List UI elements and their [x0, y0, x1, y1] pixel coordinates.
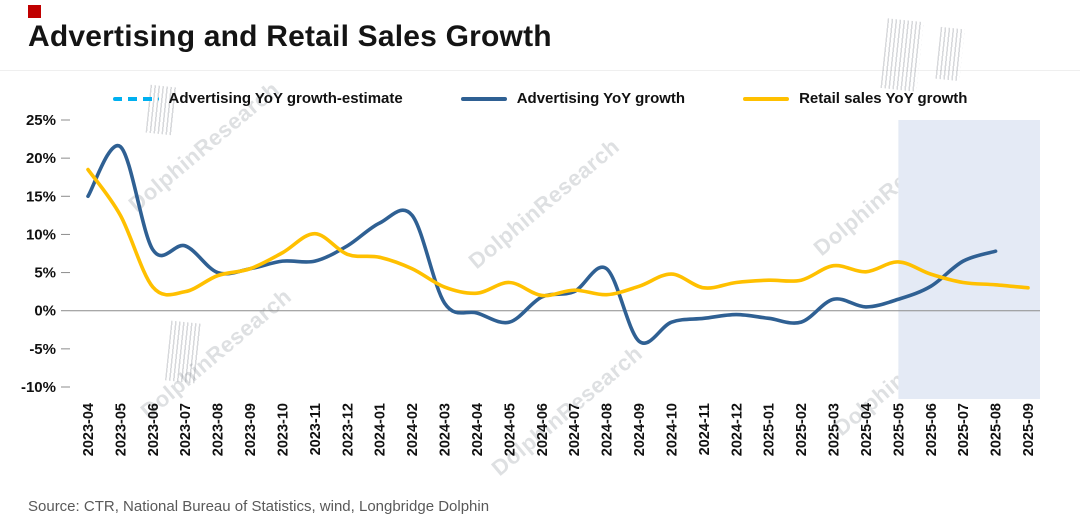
legend-swatch-line: [460, 96, 507, 101]
chart-legend: Advertising YoY growth-estimate Advertisi…: [0, 90, 1080, 107]
x-tick-label: 2023-04: [81, 403, 97, 456]
x-tick-label: 2024-02: [405, 403, 421, 456]
x-tick-label: 2023-09: [243, 403, 259, 456]
legend-label: Retail sales YoY growth: [799, 90, 968, 107]
y-tick-label: 5%: [34, 265, 56, 282]
legend-item: Advertising YoY growth: [460, 90, 686, 107]
x-tick-label: 2025-01: [762, 403, 778, 456]
series-line-2: [86, 167, 1030, 298]
x-tick-label: 2023-07: [178, 403, 194, 456]
legend-item: Advertising YoY growth-estimate: [112, 90, 403, 107]
x-tick-label: 2025-08: [989, 403, 1005, 456]
x-tick-label: 2025-06: [924, 403, 940, 456]
x-tick-label: 2024-11: [697, 403, 713, 455]
watermark-barcode-icon: [880, 18, 924, 92]
y-tick-label: 10%: [26, 226, 56, 243]
x-tick-label: 2024-06: [535, 403, 551, 456]
brand-accent-square: [28, 5, 41, 18]
x-tick-label: 2023-06: [146, 403, 162, 456]
header-divider: [0, 70, 1080, 71]
legend-label: Advertising YoY growth-estimate: [168, 90, 403, 107]
x-tick-label: 2024-07: [567, 403, 583, 456]
x-tick-label: 2025-07: [956, 403, 972, 456]
y-tick-label: 20%: [26, 150, 56, 167]
source-note: Source: CTR, National Bureau of Statisti…: [28, 498, 490, 515]
x-tick-label: 2025-03: [827, 403, 843, 456]
x-tick-label: 2024-10: [664, 403, 680, 456]
y-tick-label: -5%: [29, 341, 56, 358]
x-tick-label: 2025-04: [859, 403, 875, 456]
x-tick-label: 2025-09: [1021, 403, 1037, 456]
y-tick-label: -10%: [21, 379, 56, 396]
legend-swatch-line: [743, 96, 790, 101]
y-tick-label: 15%: [26, 188, 56, 205]
x-tick-label: 2025-02: [794, 403, 810, 456]
legend-swatch-line: [112, 96, 159, 101]
y-tick-label: 0%: [34, 303, 56, 320]
x-tick-label: 2025-05: [891, 403, 907, 456]
series-line-1: [86, 143, 998, 345]
chart-title: Advertising and Retail Sales Growth: [28, 20, 552, 53]
legend-item: Retail sales YoY growth: [743, 90, 967, 107]
legend-label: Advertising YoY growth: [516, 90, 686, 107]
x-tick-label: 2024-12: [729, 403, 745, 456]
x-tick-label: 2024-03: [438, 403, 454, 456]
x-tick-label: 2024-01: [373, 403, 389, 456]
x-tick-label: 2024-04: [470, 403, 486, 456]
y-tick-label: 25%: [26, 112, 56, 129]
x-tick-label: 2024-08: [600, 403, 616, 456]
x-tick-label: 2023-10: [275, 403, 291, 456]
x-tick-label: 2023-12: [340, 403, 356, 456]
watermark-barcode-icon: [935, 26, 965, 82]
x-tick-label: 2024-05: [502, 403, 518, 456]
line-chart: 25% 20% 15% 10% 5% 0% -5% -10% 2023-04 2023-05 202…: [21, 112, 1040, 456]
x-tick-label: 2023-05: [113, 403, 129, 456]
x-tick-label: 2023-08: [211, 403, 227, 456]
x-tick-label: 2023-11: [308, 403, 324, 455]
x-tick-label: 2024-09: [632, 403, 648, 456]
